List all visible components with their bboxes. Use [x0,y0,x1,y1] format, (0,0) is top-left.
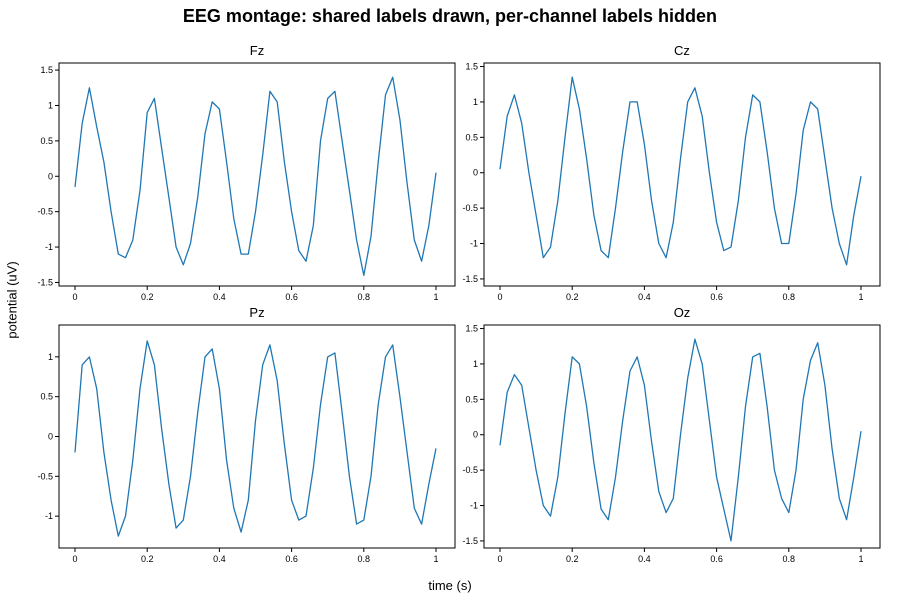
x-tick-label: 0.6 [710,554,723,564]
x-tick-label: 1 [433,554,438,564]
y-tick-label: -1.5 [37,277,53,287]
x-tick-label: 0.6 [285,292,298,302]
y-tick-label: -1 [470,501,478,511]
y-tick-label: 0.5 [40,136,53,146]
x-tick-label: 0.4 [213,292,226,302]
y-tick-label: 0.5 [465,132,478,142]
y-tick-label: -1.5 [462,274,478,284]
y-tick-label: 0 [48,432,53,442]
y-tick-label: 1 [473,359,478,369]
x-tick-label: 0.4 [213,554,226,564]
x-tick-label: 0.8 [358,292,371,302]
y-tick-label: -1.5 [462,536,478,546]
x-tick-label: 1 [858,554,863,564]
y-tick-label: 1 [48,352,53,362]
y-tick-label: 0 [473,430,478,440]
y-tick-label: -1 [45,242,53,252]
y-tick-label: 0 [48,171,53,181]
y-tick-label: 0 [473,168,478,178]
y-tick-label: 1.5 [40,65,53,75]
x-tick-label: 0 [72,554,77,564]
y-tick-label: -0.5 [37,207,53,217]
x-axis-label: time (s) [428,578,472,593]
x-tick-label: 1 [858,292,863,302]
x-tick-label: 0 [497,292,502,302]
series-line-fz [74,76,437,277]
x-tick-label: 0.4 [638,554,651,564]
panel-oz: Oz 0 0.2 0.4 0.6 0.8 1 1.5 1 0.5 0 -0.5 -1 -1.5 [462,305,881,564]
panel-title: Cz [674,43,690,58]
x-tick-label: 0 [497,554,502,564]
panel-title: Fz [250,43,264,58]
y-tick-label: -1 [470,239,478,249]
panel-frame [483,324,881,549]
panel-cz: Cz 0 0.2 0.4 0.6 0.8 1 1.5 1 0.5 0 -0.5 -1 -1.5 [462,43,881,302]
y-tick-label: -0.5 [462,203,478,213]
x-tick-label: 0.6 [710,292,723,302]
x-tick-label: 0.8 [358,554,371,564]
panel-frame [483,62,881,287]
series-line-cz [499,76,862,266]
y-tick-label: 0.5 [465,394,478,404]
panel-title: Pz [249,305,264,320]
y-tick-label: -1 [45,511,53,521]
x-tick-label: 0.4 [638,292,651,302]
y-tick-label: -0.5 [462,465,478,475]
x-tick-label: 0.2 [566,554,579,564]
series-line-oz [499,338,862,542]
x-tick-label: 0.2 [141,292,154,302]
series-line-pz [74,340,437,537]
x-tick-label: 0.8 [783,554,796,564]
x-tick-label: 0 [72,292,77,302]
y-tick-label: 1.5 [465,62,478,72]
panel-fz: Fz 0 0.2 0.4 0.6 0.8 1 1.5 1 0.5 0 -0.5 -1 -1.5 [37,43,456,302]
panel-frame [58,62,456,287]
y-tick-label: 0.5 [40,392,53,402]
y-tick-label: 1 [473,97,478,107]
x-tick-label: 0.6 [285,554,298,564]
x-tick-label: 0.2 [141,554,154,564]
x-tick-label: 0.8 [783,292,796,302]
panel-title: Oz [674,305,691,320]
chart-title: EEG montage: shared labels drawn, per-ch… [182,6,718,26]
panel-frame [58,324,456,549]
x-tick-label: 0.2 [566,292,579,302]
y-tick-label: -0.5 [37,471,53,481]
panel-pz: Pz 0 0.2 0.4 0.6 0.8 1 1 0.5 0 -0.5 -1 [37,305,456,564]
y-tick-label: 1 [48,100,53,110]
x-tick-label: 1 [433,292,438,302]
y-tick-label: 1.5 [465,324,478,334]
